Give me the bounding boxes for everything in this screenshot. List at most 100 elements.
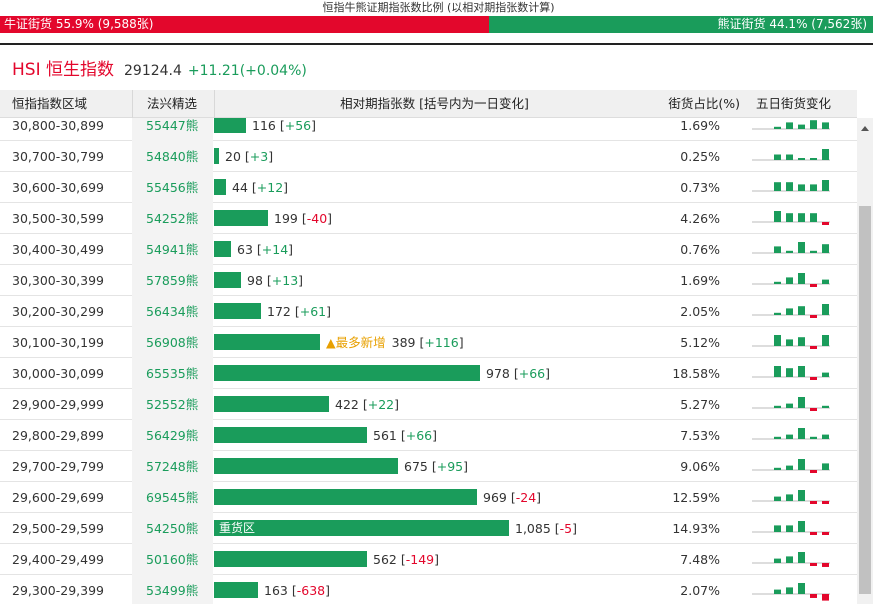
contracts-bar xyxy=(214,551,367,567)
index-range-cell: 29,800-29,899 xyxy=(12,428,104,443)
header-range[interactable]: 恒指指数区域 xyxy=(12,96,88,111)
header-pct[interactable]: 街货占比(%) xyxy=(668,96,740,111)
outstanding-pct-cell: 7.53% xyxy=(680,428,720,443)
sparkline-bar xyxy=(786,403,793,408)
sparkline-bar xyxy=(810,315,817,318)
contracts-value: 675 [+95] xyxy=(404,451,468,482)
table-row[interactable]: 29,900-29,999 52552熊 422 [+22] 5.27% xyxy=(0,389,857,420)
outstanding-pct-cell: 12.59% xyxy=(672,490,720,505)
sparkline-bar xyxy=(774,126,781,129)
table-row[interactable]: 29,400-29,499 50160熊 562 [-149] 7.48% xyxy=(0,544,857,575)
table-row[interactable]: 29,300-29,399 53499熊 163 [-638] 2.07% xyxy=(0,575,857,604)
sparkline-bar xyxy=(798,242,805,253)
table-row[interactable]: 30,400-30,499 54941熊 63 [+14] 0.76% xyxy=(0,234,857,265)
warrant-code-link[interactable]: 55447熊 xyxy=(132,118,213,141)
sparkline-bar xyxy=(786,339,793,346)
daily-change: [+14] xyxy=(256,242,294,257)
daily-change: [-638] xyxy=(291,583,330,598)
warrant-code-link[interactable]: 53499熊 xyxy=(132,575,213,604)
vertical-scrollbar[interactable] xyxy=(857,118,873,604)
warrant-code-link[interactable]: 54840熊 xyxy=(132,141,213,172)
five-day-change-sparkline xyxy=(752,575,832,604)
index-change: +11.21(+0.04%) xyxy=(187,63,307,79)
contracts-bar-cell: 199 [-40] xyxy=(214,203,654,234)
sparkline-bar xyxy=(786,556,793,563)
warrant-code-link[interactable]: 54252熊 xyxy=(132,203,213,234)
table-row[interactable]: 29,500-29,599 54250熊 重货区 1,085 [-5] 14.93% xyxy=(0,513,857,544)
five-day-change-sparkline xyxy=(752,451,832,482)
contracts-number: 422 xyxy=(335,397,359,412)
table-row[interactable]: 30,100-30,199 56908熊 ▲最多新增 389 [+116] 5.12% xyxy=(0,327,857,358)
daily-change: [+56] xyxy=(279,118,317,133)
index-range-cell: 29,500-29,599 xyxy=(12,521,104,536)
sparkline-bar xyxy=(822,501,829,504)
contracts-number: 172 xyxy=(267,304,291,319)
contracts-number: 163 xyxy=(264,583,288,598)
index-range-cell: 30,600-30,699 xyxy=(12,180,104,195)
daily-change: [+12] xyxy=(251,180,289,195)
warrant-code-link[interactable]: 69545熊 xyxy=(132,482,213,513)
scroll-up-arrow-icon[interactable] xyxy=(861,126,869,131)
warrant-code-link[interactable]: 56434熊 xyxy=(132,296,213,327)
table-row[interactable]: 29,800-29,899 56429熊 561 [+66] 7.53% xyxy=(0,420,857,451)
table-row[interactable]: 29,700-29,799 57248熊 675 [+95] 9.06% xyxy=(0,451,857,482)
table-row[interactable]: 30,000-30,099 65535熊 978 [+66] 18.58% xyxy=(0,358,857,389)
contracts-bar xyxy=(214,118,246,133)
sparkline-bar xyxy=(798,583,805,594)
sparkline-svg xyxy=(752,397,830,411)
contracts-bar-cell: ▲最多新增 389 [+116] xyxy=(214,327,654,358)
contracts-bar-cell: 172 [+61] xyxy=(214,296,654,327)
sparkline-bar xyxy=(822,180,829,191)
sparkline-bar xyxy=(798,397,805,408)
bull-bear-ratio-bar: 牛证街货 55.9% (9,588张) 熊证街货 44.1% (7,562张) xyxy=(0,16,873,33)
header-contracts[interactable]: 相对期指张数 [括号内为一日变化] xyxy=(214,90,654,118)
contracts-number: 20 xyxy=(225,149,241,164)
index-range-cell: 30,500-30,599 xyxy=(12,211,104,226)
contracts-number: 44 xyxy=(232,180,248,195)
table-row[interactable]: 29,600-29,699 69545熊 969 [-24] 12.59% xyxy=(0,482,857,513)
index-range-cell: 29,600-29,699 xyxy=(12,490,104,505)
sparkline-bar xyxy=(798,490,805,501)
sparkline-bar xyxy=(786,250,793,253)
contracts-value: 172 [+61] xyxy=(267,296,331,327)
sparkline-bar xyxy=(774,335,781,346)
contracts-number: 675 xyxy=(404,459,428,474)
contracts-bar-cell: 116 [+56] xyxy=(214,118,654,141)
sparkline-bar xyxy=(774,182,781,191)
sparkline-bar xyxy=(786,213,793,222)
five-day-change-sparkline xyxy=(752,358,832,389)
sparkline-bar xyxy=(810,158,817,160)
five-day-change-sparkline xyxy=(752,296,832,327)
warrant-code-link[interactable]: 55456熊 xyxy=(132,172,213,203)
sparkline-bar xyxy=(822,405,829,408)
warrant-code-link[interactable]: 56908熊 xyxy=(132,327,213,358)
index-range-cell: 29,900-29,999 xyxy=(12,397,104,412)
warrant-code-link[interactable]: 65535熊 xyxy=(132,358,213,389)
table-row[interactable]: 30,300-30,399 57859熊 98 [+13] 1.69% xyxy=(0,265,857,296)
sparkline-bar xyxy=(810,436,817,439)
header-code[interactable]: 法兴精选 xyxy=(132,90,214,118)
warrant-code-link[interactable]: 57248熊 xyxy=(132,451,213,482)
sparkline-bar xyxy=(810,563,817,566)
table-row[interactable]: 30,800-30,899 55447熊 116 [+56] 1.69% xyxy=(0,118,857,141)
table-row[interactable]: 30,700-30,799 54840熊 20 [+3] 0.25% xyxy=(0,141,857,172)
outstanding-pct-cell: 0.76% xyxy=(680,242,720,257)
warrant-code-link[interactable]: 50160熊 xyxy=(132,544,213,575)
table-row[interactable]: 30,200-30,299 56434熊 172 [+61] 2.05% xyxy=(0,296,857,327)
table-row[interactable]: 30,500-30,599 54252熊 199 [-40] 4.26% xyxy=(0,203,857,234)
sparkline-bar xyxy=(798,552,805,563)
contracts-number: 1,085 xyxy=(515,521,551,536)
warrant-code-link[interactable]: 56429熊 xyxy=(132,420,213,451)
sparkline-svg xyxy=(752,521,830,535)
contracts-bar xyxy=(214,272,241,288)
warrant-code-link[interactable]: 54250熊 xyxy=(132,513,213,544)
table-row[interactable]: 30,600-30,699 55456熊 44 [+12] 0.73% xyxy=(0,172,857,203)
warrant-code-link[interactable]: 54941熊 xyxy=(132,234,213,265)
warrant-code-link[interactable]: 52552熊 xyxy=(132,389,213,420)
warrant-code-link[interactable]: 57859熊 xyxy=(132,265,213,296)
scrollbar-thumb[interactable] xyxy=(859,206,871,594)
bear-ratio-segment: 熊证街货 44.1% (7,562张) xyxy=(489,16,873,33)
header-five-day[interactable]: 五日街货变化 xyxy=(756,96,832,111)
sparkline-svg xyxy=(752,459,830,473)
contracts-bar xyxy=(214,427,367,443)
